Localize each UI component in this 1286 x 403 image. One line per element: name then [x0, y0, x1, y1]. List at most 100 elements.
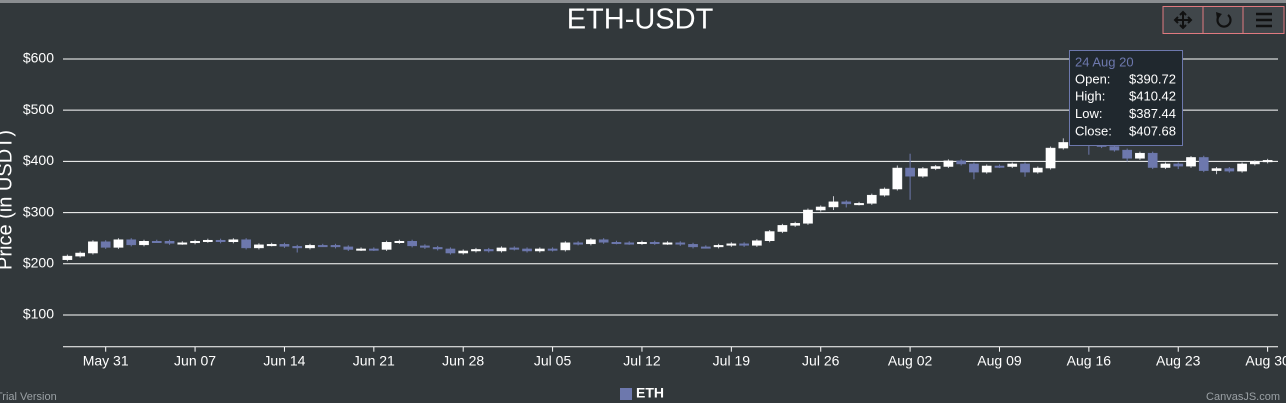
candle-body	[343, 246, 354, 250]
reset-icon	[1216, 14, 1232, 28]
candle-body	[1250, 161, 1260, 165]
candle-body	[1147, 152, 1158, 168]
candle-body	[496, 247, 507, 252]
legend-marker	[620, 388, 632, 400]
candle-body	[700, 246, 711, 249]
candle-body	[330, 245, 341, 248]
tooltip-box	[1069, 50, 1183, 146]
tooltip-value: $410.42	[1129, 89, 1176, 104]
candle-body	[1045, 147, 1056, 169]
candle-body	[981, 165, 992, 173]
candle-body	[432, 247, 443, 250]
candle-body	[394, 241, 405, 244]
candle-body	[713, 245, 724, 248]
candle-body	[100, 241, 111, 248]
candle-body	[624, 242, 635, 245]
candle-body	[202, 239, 213, 242]
x-tick-label: Jul 05	[534, 352, 572, 368]
x-tick-label: Jun 07	[174, 352, 216, 368]
candle-body	[522, 248, 532, 252]
candle-body	[177, 242, 188, 245]
x-tick-label: Jul 26	[802, 352, 840, 368]
legend-label: ETH	[636, 385, 664, 401]
menu-button[interactable]	[1242, 6, 1285, 34]
candle-body	[317, 245, 328, 248]
candle-body	[1211, 168, 1222, 171]
candle-body	[151, 241, 162, 244]
x-tick-label: Aug 30	[1245, 352, 1286, 368]
candle-body	[573, 242, 583, 245]
x-tick-label: Aug 16	[1067, 352, 1112, 368]
candle-body	[126, 239, 137, 246]
candle-body	[803, 209, 813, 224]
candle-body	[1173, 163, 1184, 167]
candle-body	[368, 248, 379, 251]
candle-body	[752, 240, 762, 246]
candle-body	[458, 250, 469, 254]
candle-body	[764, 231, 775, 241]
candle-body	[190, 241, 200, 244]
candle-body	[534, 248, 545, 252]
candle-body	[675, 242, 686, 245]
tooltip-label: High:	[1075, 89, 1105, 104]
x-tick-label: Aug 23	[1156, 352, 1201, 368]
candle-body	[215, 239, 226, 243]
tooltip-label: Open:	[1075, 71, 1110, 86]
candle-body	[381, 242, 392, 250]
pan-icon	[1173, 10, 1193, 30]
candle-body	[649, 242, 660, 245]
x-tick-label: Jul 12	[623, 352, 661, 368]
candle-body	[420, 245, 430, 248]
candle-body	[777, 225, 788, 232]
candle-body	[918, 168, 928, 177]
candle-body	[547, 248, 558, 251]
candle-body	[1262, 160, 1273, 163]
tooltip-label: Close:	[1075, 123, 1112, 138]
candle-body	[943, 160, 954, 167]
y-tick-label: $400	[23, 152, 54, 168]
reset-button[interactable]	[1202, 6, 1244, 34]
candle-body	[866, 194, 877, 204]
tooltip-value: $387.44	[1129, 106, 1176, 121]
y-tick-label: $300	[23, 203, 54, 219]
candle-body	[445, 248, 456, 254]
tooltip-value: $390.72	[1129, 71, 1176, 86]
menu-icon	[1256, 12, 1272, 28]
candle-body	[854, 203, 864, 206]
candle-body	[1224, 168, 1235, 172]
candle-body	[994, 165, 1005, 168]
y-tick-label: $200	[23, 254, 54, 270]
candle-body	[471, 249, 481, 252]
candle-body	[1186, 157, 1196, 167]
candle-body	[688, 244, 698, 248]
candle-body	[586, 239, 596, 245]
tooltip-label: Low:	[1075, 106, 1102, 121]
watermark: CanvasJS.com	[1206, 391, 1280, 403]
candle-body	[662, 242, 673, 245]
candle-body	[266, 244, 277, 247]
x-tick-label: Jun 14	[263, 352, 305, 368]
x-tick-label: Jun 28	[442, 352, 484, 368]
candle-body	[139, 241, 149, 246]
candle-body	[241, 239, 251, 249]
candle-body	[790, 223, 801, 226]
candle-body	[75, 252, 85, 257]
tooltip-value: $407.68	[1129, 123, 1176, 138]
y-tick-label: $500	[23, 101, 54, 117]
x-tick-label: May 31	[83, 352, 129, 368]
candle-body	[1237, 163, 1247, 172]
candle-body	[611, 242, 622, 245]
candle-body	[483, 249, 494, 252]
candle-body	[1109, 146, 1120, 151]
candle-body	[509, 247, 520, 250]
candle-body	[815, 206, 826, 211]
candle-body	[969, 163, 979, 173]
tooltip-title: 24 Aug 20	[1075, 54, 1134, 69]
candle-body	[407, 241, 417, 247]
candle-body	[879, 188, 890, 196]
y-tick-label: $100	[23, 306, 54, 322]
candle-body	[164, 241, 175, 244]
candle-body	[1032, 167, 1043, 173]
candle-body	[828, 201, 839, 208]
